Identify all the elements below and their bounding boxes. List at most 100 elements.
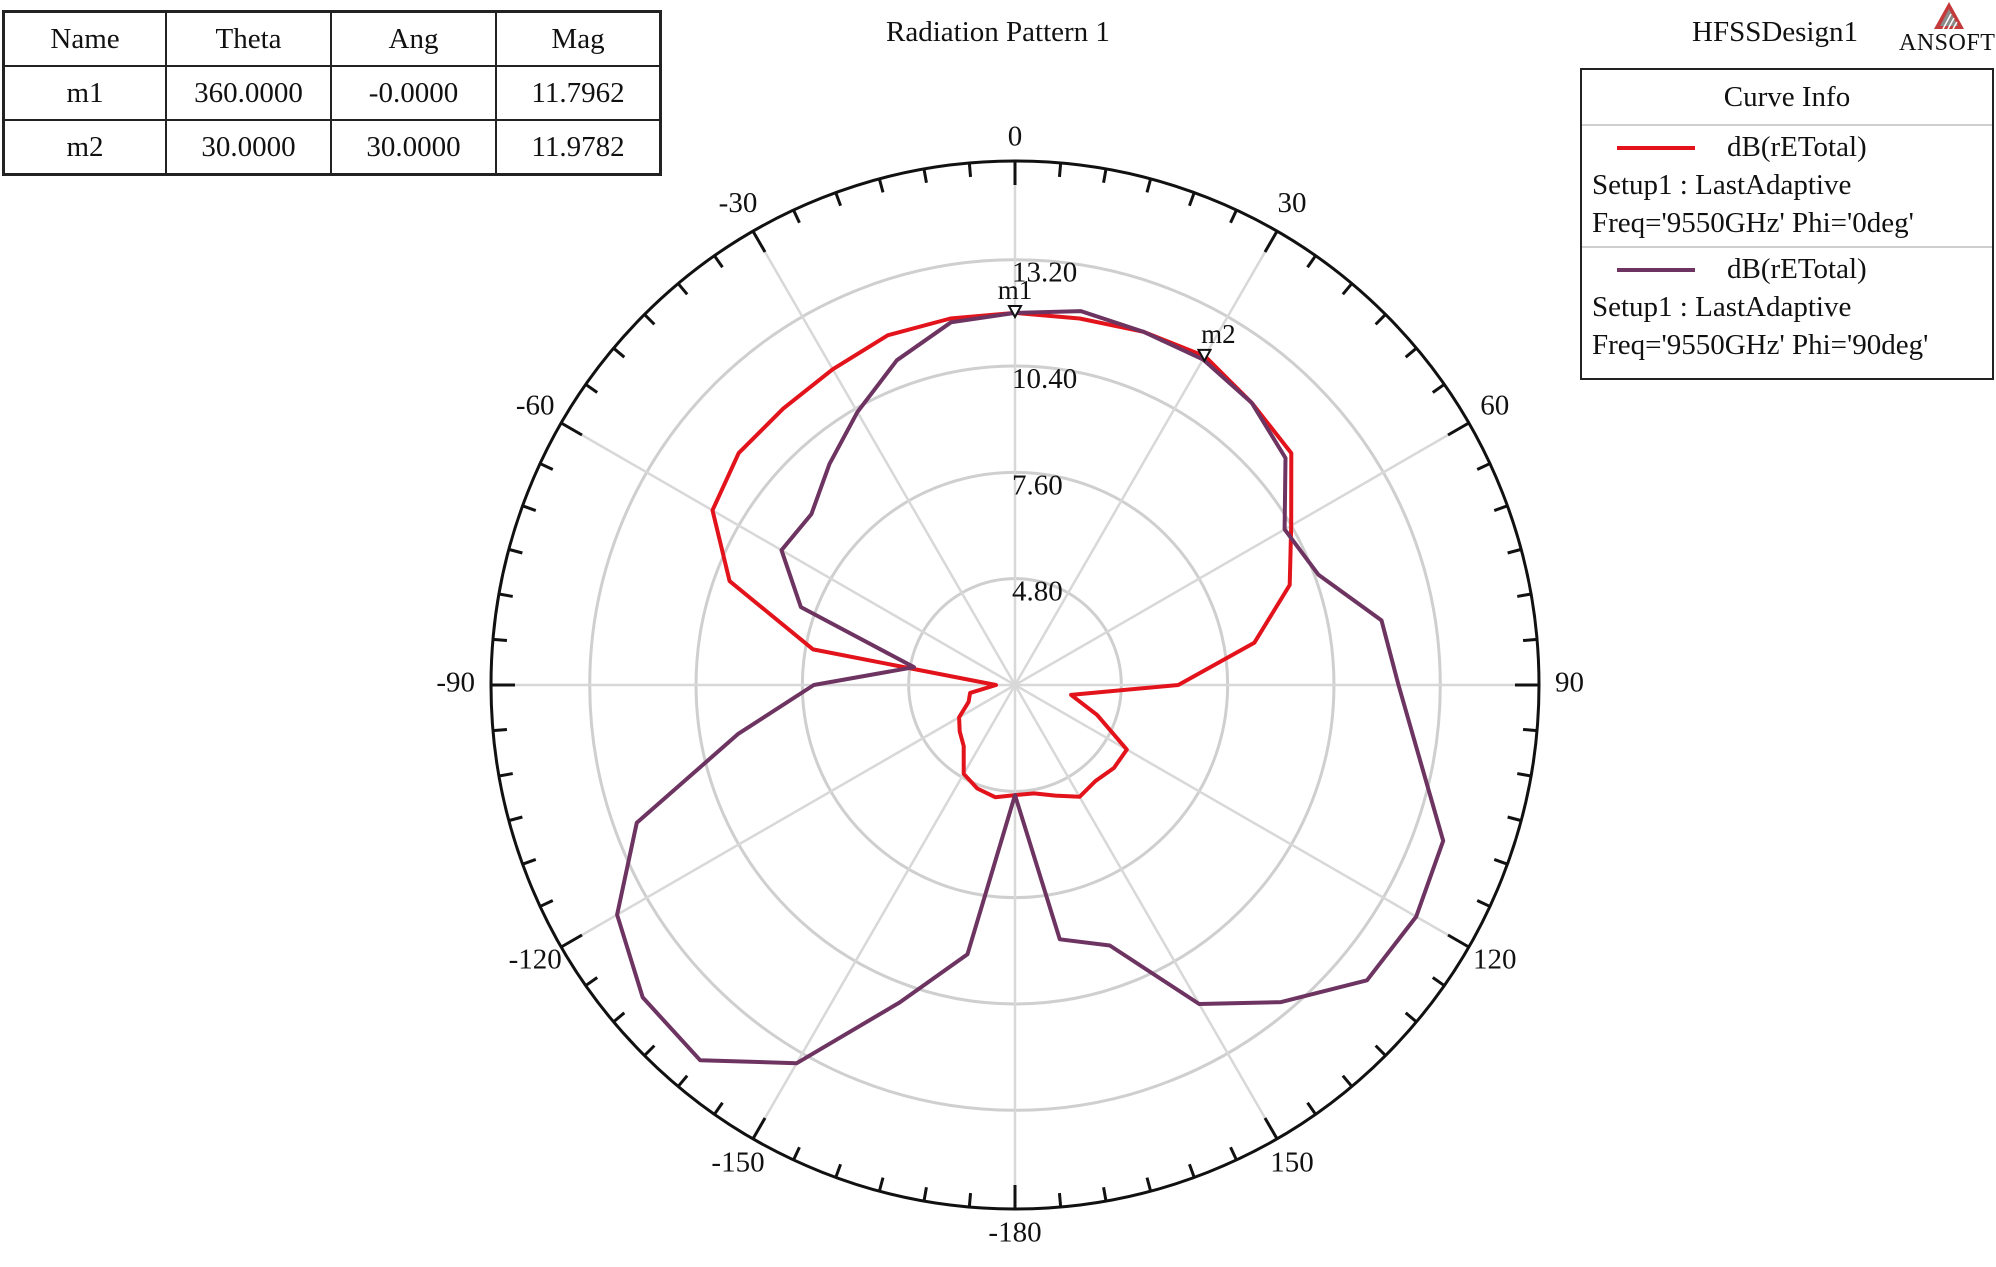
angle-tick	[1476, 899, 1491, 908]
angle-tick	[751, 230, 767, 253]
angle-tick	[498, 592, 514, 598]
angle-tick	[877, 1177, 885, 1192]
angle-tick-label: 150	[1270, 1146, 1314, 1178]
angle-tick	[1507, 547, 1522, 555]
angle-tick	[677, 282, 689, 296]
angular-grid-line	[751, 230, 1017, 686]
legend-setup: Setup1 : LastAdaptive	[1592, 291, 1852, 323]
angle-tick-label: -60	[516, 390, 555, 422]
ansoft-triangle-icon	[1934, 2, 1964, 30]
angle-tick	[1507, 815, 1522, 823]
marker-table-cell: 30.0000	[165, 119, 332, 176]
angle-tick	[492, 637, 508, 643]
legend-series-name: dB(rETotal)	[1727, 131, 1867, 163]
legend-series-name: dB(rETotal)	[1727, 253, 1867, 285]
angle-tick	[1229, 209, 1238, 224]
angle-tick-label: -150	[711, 1146, 764, 1178]
angle-tick	[1522, 727, 1538, 733]
marker-table-header: Name	[2, 10, 167, 67]
angular-grid-line	[1014, 421, 1470, 687]
angle-tick-label: 90	[1555, 667, 1584, 699]
curve-info-legend: Curve Info dB(rETotal) Setup1 : LastAdap…	[1580, 68, 1994, 380]
legend-entry-phi-0: dB(rETotal) Setup1 : LastAdaptive Freq='…	[1582, 126, 1992, 246]
angle-tick	[1102, 1186, 1108, 1202]
angle-tick-label: -120	[509, 944, 562, 976]
angle-tick	[922, 168, 928, 184]
legend-swatch	[1617, 268, 1695, 272]
angle-tick	[508, 815, 523, 823]
angle-tick	[713, 1101, 724, 1116]
angle-tick	[1102, 168, 1108, 184]
angle-tick	[1229, 1146, 1238, 1161]
marker-table-cell: 30.0000	[330, 119, 497, 176]
angle-tick	[498, 772, 514, 778]
curve-info-title: Curve Info	[1582, 70, 1992, 126]
marker-table-cell: -0.0000	[330, 65, 497, 121]
radial-tick-label: 4.80	[1012, 576, 1063, 608]
angle-tick	[751, 1117, 767, 1140]
angle-tick-label: 0	[1008, 121, 1023, 153]
angle-tick	[1374, 1044, 1387, 1057]
angle-tick	[508, 547, 523, 555]
radial-tick-label: 7.60	[1012, 469, 1063, 501]
angle-tick	[643, 1044, 656, 1057]
ansoft-logo: ANSOFT	[1899, 0, 1996, 60]
angle-tick	[560, 933, 583, 949]
angle-tick	[1188, 1163, 1196, 1178]
marker-table-header: Theta	[165, 10, 332, 67]
marker-table: Name Theta Ang Mag m1 360.0000 -0.0000 1…	[2, 10, 662, 176]
marker-triangle	[1196, 348, 1213, 363]
angular-grid-line	[1014, 683, 1470, 949]
legend-entry-phi-90: dB(rETotal) Setup1 : LastAdaptive Freq='…	[1582, 246, 1992, 364]
marker-table-row: m2 30.0000 30.0000 11.9782	[2, 119, 662, 176]
angle-tick	[1516, 592, 1532, 598]
angular-grid-line	[560, 421, 1016, 687]
legend-setup: Setup1 : LastAdaptive	[1592, 169, 1852, 201]
angle-tick	[1404, 1011, 1418, 1023]
angle-tick	[1516, 772, 1532, 778]
angle-tick	[922, 1186, 928, 1202]
marker-layer	[1007, 305, 1213, 363]
angular-grid-line	[1013, 684, 1279, 1140]
angle-tick-label: 60	[1480, 390, 1509, 422]
angle-tick	[1145, 178, 1153, 193]
angle-tick	[967, 162, 973, 178]
marker-table-cell: m2	[2, 119, 167, 176]
legend-swatch	[1617, 146, 1695, 150]
angle-tick	[539, 462, 554, 471]
marker-table-cell: m1	[2, 65, 167, 121]
angle-tick	[1447, 933, 1470, 949]
angle-tick	[1341, 282, 1353, 296]
series-line-phi-0	[710, 310, 1294, 800]
marker-table-cell: 11.7962	[495, 65, 662, 121]
angle-tick	[522, 504, 537, 512]
angle-tick	[713, 254, 724, 269]
angle-tick	[792, 209, 801, 224]
angle-tick	[1476, 462, 1491, 471]
angle-tick-label: 30	[1278, 187, 1307, 219]
marker-table-row: m1 360.0000 -0.0000 11.7962	[2, 65, 662, 121]
polar-grid	[491, 161, 1539, 1209]
angle-tick	[492, 727, 508, 733]
angle-tick	[1447, 421, 1470, 437]
angle-tick	[1145, 1177, 1153, 1192]
marker-table-cell: 11.9782	[495, 119, 662, 176]
angle-tick	[1493, 858, 1508, 866]
ansoft-wordmark: ANSOFT	[1899, 30, 1996, 56]
angle-tick	[1263, 1117, 1279, 1140]
marker-table-header-row: Name Theta Ang Mag	[2, 10, 662, 67]
marker-table-header: Ang	[330, 10, 497, 67]
angle-tick	[792, 1146, 801, 1161]
angle-tick	[612, 1011, 626, 1023]
angle-tick	[677, 1074, 689, 1088]
angle-tick	[1493, 504, 1508, 512]
angle-tick	[1306, 1101, 1317, 1116]
angle-tick	[967, 1192, 973, 1208]
angular-grid-line	[560, 683, 1016, 949]
marker-table-header: Mag	[495, 10, 662, 67]
angle-tick	[834, 1163, 842, 1178]
angle-tick	[643, 313, 656, 326]
angle-tick	[1404, 347, 1418, 359]
angle-tick	[1306, 254, 1317, 269]
